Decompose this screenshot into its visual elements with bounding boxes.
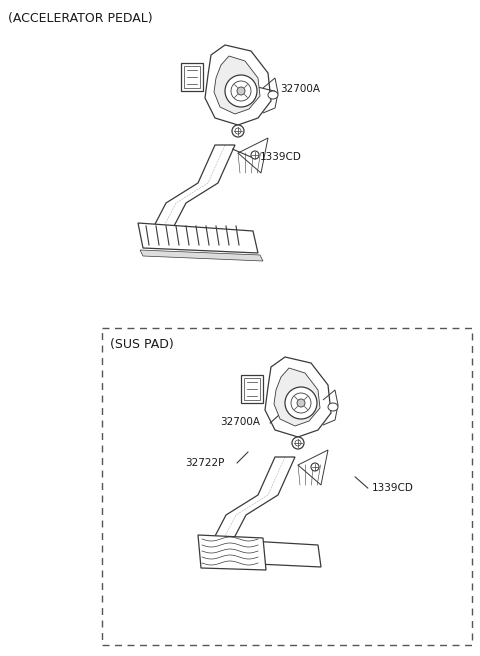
Polygon shape <box>140 250 263 261</box>
Polygon shape <box>298 450 328 485</box>
Polygon shape <box>238 138 268 173</box>
Text: 1339CD: 1339CD <box>260 152 302 162</box>
Circle shape <box>285 387 317 419</box>
Polygon shape <box>198 535 266 570</box>
Polygon shape <box>205 45 271 125</box>
Bar <box>244 378 260 400</box>
Bar <box>102 328 472 645</box>
Circle shape <box>295 440 301 446</box>
Bar <box>241 375 263 403</box>
Circle shape <box>225 75 257 107</box>
Polygon shape <box>214 56 260 114</box>
Polygon shape <box>148 145 235 238</box>
Text: 1339CD: 1339CD <box>372 483 414 493</box>
Circle shape <box>237 87 245 95</box>
Ellipse shape <box>268 91 278 99</box>
Circle shape <box>297 399 305 407</box>
Circle shape <box>235 128 241 134</box>
Polygon shape <box>233 540 321 567</box>
Circle shape <box>292 437 304 449</box>
Text: 32722P: 32722P <box>185 458 224 468</box>
Polygon shape <box>138 223 258 253</box>
Polygon shape <box>274 368 320 426</box>
Polygon shape <box>265 357 331 437</box>
Text: 32700A: 32700A <box>220 417 260 427</box>
Text: (ACCELERATOR PEDAL): (ACCELERATOR PEDAL) <box>8 12 153 25</box>
Circle shape <box>311 463 319 471</box>
Circle shape <box>231 81 251 101</box>
Ellipse shape <box>328 403 338 411</box>
Circle shape <box>232 125 244 137</box>
Text: (SUS PAD): (SUS PAD) <box>110 338 174 351</box>
Bar <box>181 63 203 91</box>
Circle shape <box>251 151 259 159</box>
Circle shape <box>291 393 311 413</box>
Text: 32700A: 32700A <box>280 84 320 94</box>
Bar <box>184 66 200 88</box>
Polygon shape <box>208 457 295 550</box>
